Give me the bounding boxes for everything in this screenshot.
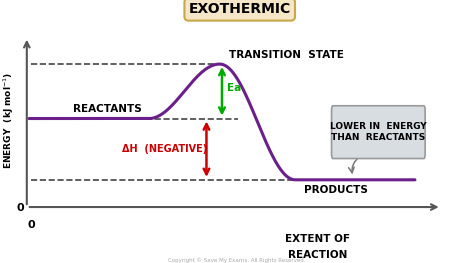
- Text: EXTENT OF: EXTENT OF: [285, 234, 350, 244]
- Text: ΔH  (NEGATIVE): ΔH (NEGATIVE): [122, 144, 208, 154]
- Text: REACTION: REACTION: [288, 250, 347, 260]
- Text: TRANSITION  STATE: TRANSITION STATE: [228, 50, 344, 60]
- Text: Copyright © Save My Exams. All Rights Reserved.: Copyright © Save My Exams. All Rights Re…: [168, 257, 306, 263]
- Text: LOWER IN  ENERGY
THAN  REACTANTS: LOWER IN ENERGY THAN REACTANTS: [330, 123, 427, 142]
- Text: REACTANTS: REACTANTS: [73, 104, 142, 114]
- Text: Ea: Ea: [228, 83, 242, 93]
- Text: PRODUCTS: PRODUCTS: [304, 185, 368, 195]
- Text: 0: 0: [16, 203, 24, 213]
- Text: 0: 0: [27, 220, 35, 230]
- FancyBboxPatch shape: [331, 106, 425, 159]
- Text: EXOTHERMIC: EXOTHERMIC: [189, 2, 291, 17]
- Text: ENERGY  (kJ mol$^{-1}$): ENERGY (kJ mol$^{-1}$): [2, 72, 16, 169]
